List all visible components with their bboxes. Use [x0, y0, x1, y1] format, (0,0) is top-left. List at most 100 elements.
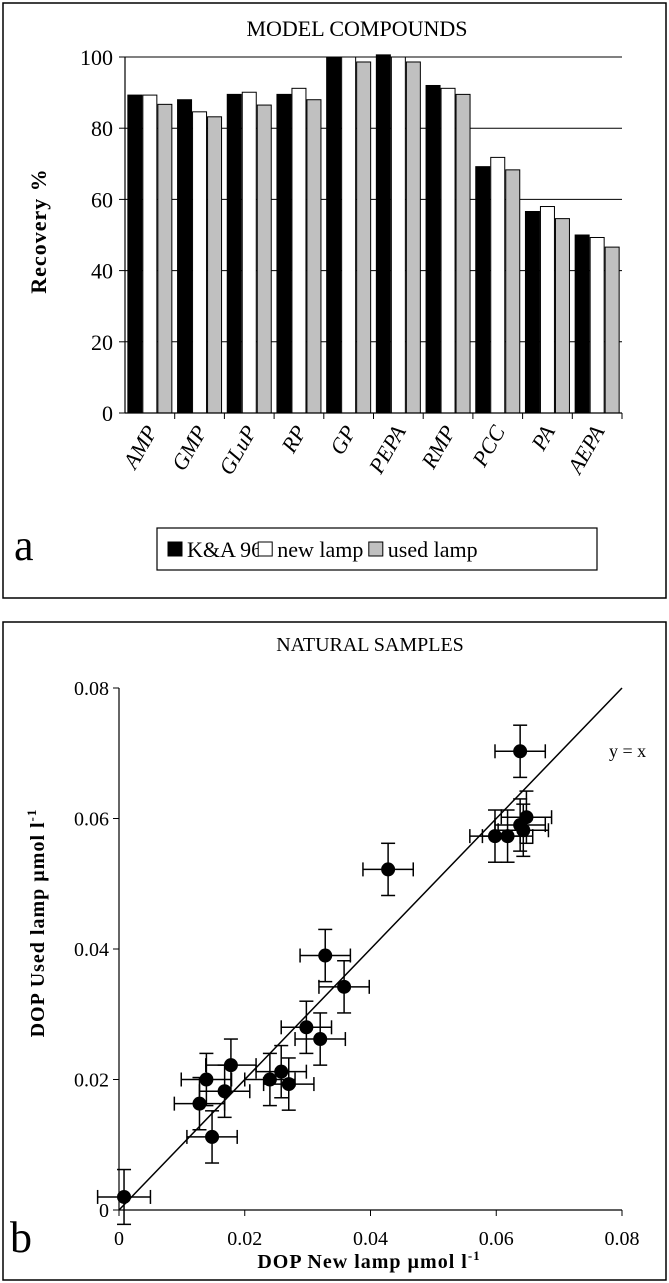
data-point [96, 1168, 152, 1226]
bar [341, 56, 357, 414]
legend-swatch [167, 541, 183, 557]
data-point [280, 1000, 333, 1055]
point-marker [519, 810, 534, 825]
point-marker [516, 823, 531, 838]
scatter-chart-points [96, 724, 553, 1226]
bar [192, 111, 208, 414]
bar-chart-y-axis: 0 20 40 60 80 100 [80, 45, 126, 426]
point-marker [281, 1077, 296, 1092]
data-point [255, 1044, 308, 1099]
y-tick-label: 0.06 [74, 809, 109, 831]
bar [604, 246, 620, 414]
x-tick-label: 0.06 [479, 1228, 514, 1250]
y-tick-label: 60 [91, 187, 113, 212]
bar [539, 206, 555, 414]
scatter-x-axis-label-text: DOP New lamp µmol l [257, 1251, 468, 1273]
panel-a-letter: a [14, 521, 34, 570]
legend-label: new lamp [277, 537, 363, 562]
point-marker [274, 1064, 289, 1079]
scatter-chart-title: NATURAL SAMPLES [276, 634, 464, 656]
bar [505, 169, 521, 414]
bar [490, 156, 506, 414]
point-marker [299, 1020, 314, 1035]
legend-label: used lamp [388, 537, 478, 562]
y-tick-label: 20 [91, 330, 113, 355]
bar [455, 93, 471, 414]
bar [375, 54, 391, 414]
bar [405, 61, 421, 414]
data-point [318, 959, 370, 1014]
data-point [205, 1038, 257, 1092]
data-point [262, 1057, 315, 1111]
bar [241, 91, 257, 414]
point-marker [205, 1129, 220, 1144]
y-tick-label: 0.02 [74, 1070, 109, 1092]
bar-chart-y-axis-label: Recovery % [26, 168, 51, 293]
point-marker [262, 1072, 277, 1087]
bar [256, 104, 272, 414]
bar [390, 56, 406, 414]
bar [356, 61, 372, 414]
bar-chart-bars [127, 54, 620, 414]
y-tick-label: 80 [91, 116, 113, 141]
data-point [180, 1052, 233, 1107]
bar [157, 103, 173, 414]
scatter-x-axis-label: DOP New lamp µmol l-1 [257, 1248, 480, 1273]
panel-b-frame [2, 621, 667, 1281]
scatter-chart-axes: 0 0.02 0.04 0.06 0.08 0 0.02 0.04 0.06 0.08 [74, 678, 640, 1250]
bar-chart-legend: K&A 96 new lamp used lamp [156, 527, 598, 571]
data-point [494, 724, 547, 779]
bar [142, 94, 158, 414]
scatter-chart-natural-samples: NATURAL SAMPLES 0 0.02 0.04 0.06 0.08 0 0.02 0.… [10, 634, 646, 1273]
y-tick-label: 0.08 [74, 678, 109, 700]
legend-swatch [257, 541, 273, 557]
bar [127, 94, 143, 414]
x-tick-label: 0.02 [227, 1228, 262, 1250]
bar [177, 99, 193, 414]
bar [326, 56, 342, 414]
bar [306, 99, 322, 414]
bar [589, 236, 605, 414]
scatter-y-axis-label-text: DOP Used lamp µmol l [27, 821, 49, 1037]
point-marker [223, 1058, 238, 1073]
y-tick-label: 40 [91, 259, 113, 284]
y-tick-label: 0 [102, 401, 113, 426]
bar [425, 84, 441, 414]
data-point [500, 790, 553, 845]
bar [440, 87, 456, 414]
point-marker [500, 829, 515, 844]
bar [276, 93, 292, 414]
x-tick-label: 0 [114, 1228, 124, 1250]
identity-line [118, 687, 623, 1211]
y-tick-label: 0 [99, 1200, 109, 1222]
x-tick-label: 0.08 [605, 1228, 640, 1250]
data-point [186, 1110, 238, 1164]
bar [475, 166, 491, 414]
y-tick-label: 0.04 [74, 939, 109, 961]
scatter-y-axis-label-superscript: -1 [24, 809, 39, 822]
bar [207, 116, 223, 414]
data-point [294, 1012, 347, 1066]
point-marker [318, 948, 333, 963]
bar [554, 218, 570, 414]
bar [524, 211, 540, 414]
scatter-y-axis-label: DOP Used lamp µmol l-1 [24, 809, 49, 1038]
point-marker [117, 1189, 132, 1204]
y-tick-label: 100 [80, 45, 113, 70]
x-tick-label: 0.04 [353, 1228, 388, 1250]
point-marker [313, 1032, 328, 1047]
point-marker [513, 744, 528, 759]
legend-swatch [368, 541, 384, 557]
legend-label: K&A 96 [187, 537, 262, 562]
scatter-chart-identity-line [118, 687, 623, 1211]
bar [291, 87, 307, 414]
scatter-x-axis-label-superscript: -1 [468, 1248, 481, 1263]
panel-b-letter: b [10, 1213, 32, 1262]
point-marker [381, 862, 396, 877]
data-point [173, 1076, 226, 1131]
bar [226, 93, 242, 414]
bar [574, 234, 590, 414]
data-point [362, 842, 415, 897]
